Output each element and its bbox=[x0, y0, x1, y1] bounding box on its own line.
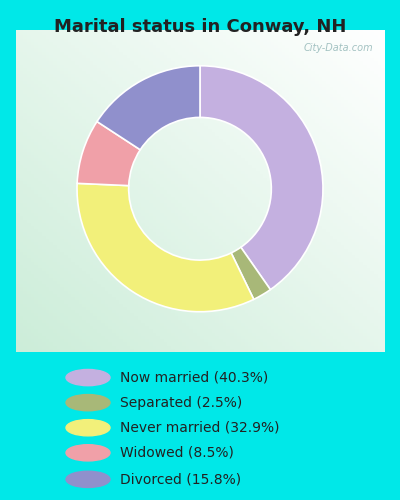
Text: City-Data.com: City-Data.com bbox=[303, 43, 373, 53]
Circle shape bbox=[66, 444, 110, 461]
Text: Widowed (8.5%): Widowed (8.5%) bbox=[120, 446, 234, 460]
Wedge shape bbox=[77, 184, 254, 312]
Circle shape bbox=[66, 370, 110, 386]
Wedge shape bbox=[77, 122, 140, 186]
Text: Marital status in Conway, NH: Marital status in Conway, NH bbox=[54, 18, 346, 36]
Text: Separated (2.5%): Separated (2.5%) bbox=[120, 396, 242, 409]
Wedge shape bbox=[231, 247, 270, 300]
Circle shape bbox=[66, 394, 110, 411]
Text: Divorced (15.8%): Divorced (15.8%) bbox=[120, 472, 241, 486]
Wedge shape bbox=[200, 66, 323, 290]
Circle shape bbox=[66, 471, 110, 488]
Text: Never married (32.9%): Never married (32.9%) bbox=[120, 420, 280, 434]
Circle shape bbox=[66, 420, 110, 436]
Text: Now married (40.3%): Now married (40.3%) bbox=[120, 370, 268, 384]
Wedge shape bbox=[97, 66, 200, 150]
